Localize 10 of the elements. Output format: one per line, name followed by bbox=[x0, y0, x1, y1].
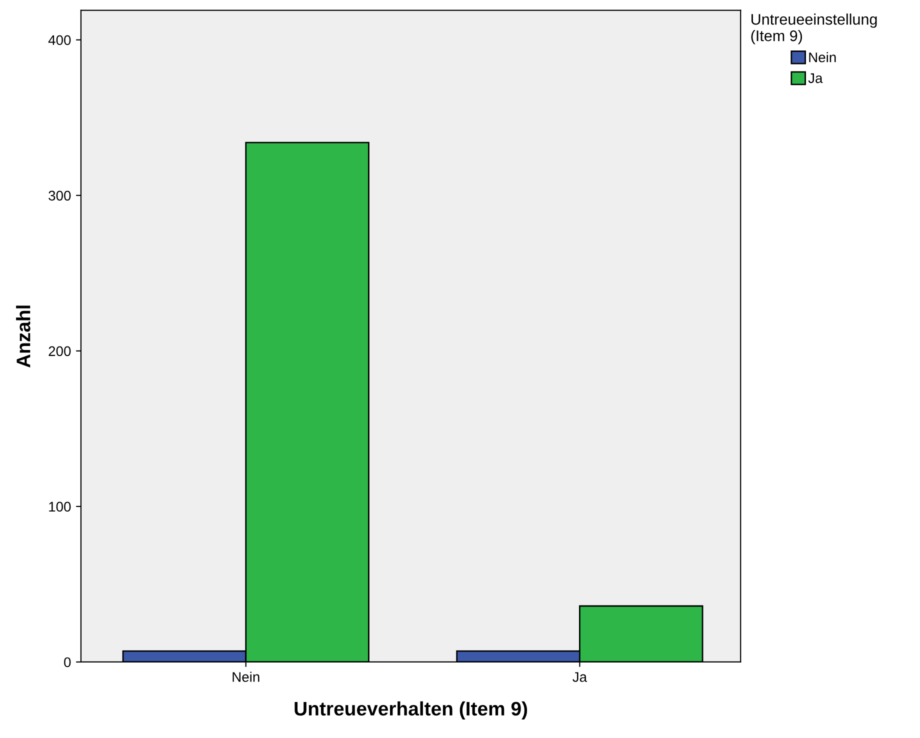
x-axis-title: Untreueverhalten (Item 9) bbox=[294, 701, 528, 720]
legend-title: Untreueeinstellung (Item 9) bbox=[751, 14, 877, 44]
y-tick-label: 400 bbox=[48, 35, 71, 46]
y-tick-label: 200 bbox=[48, 346, 71, 356]
y-tick-label: 0 bbox=[64, 657, 71, 668]
y-tick-label: 300 bbox=[48, 190, 71, 201]
legend-label: Nein bbox=[809, 52, 836, 62]
y-tick-label: 100 bbox=[49, 502, 71, 512]
y-axis-title: Anzahl bbox=[16, 306, 30, 368]
legend-label: Ja bbox=[808, 73, 823, 84]
